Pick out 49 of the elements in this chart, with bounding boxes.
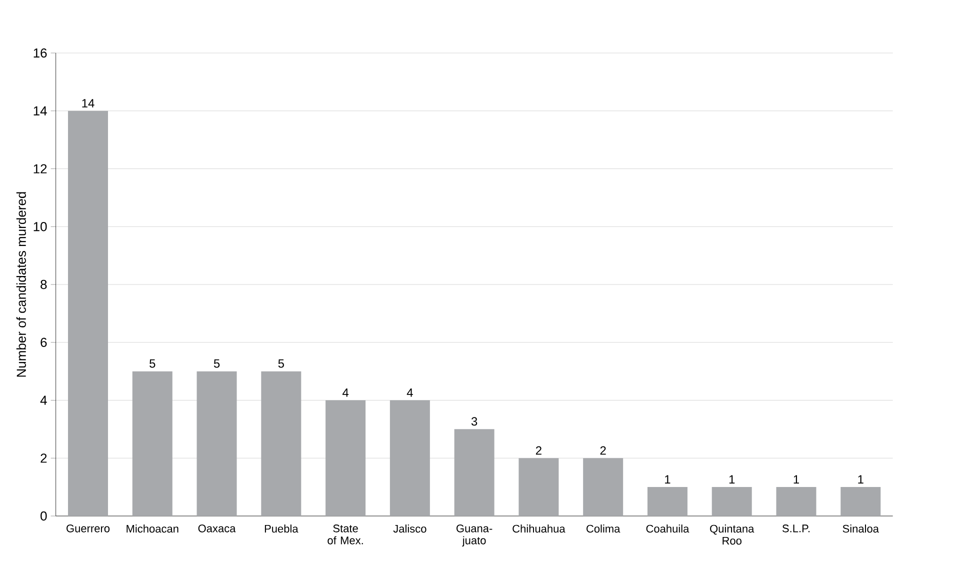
data-label: 14 bbox=[82, 99, 94, 108]
x-tick-label: Oaxaca bbox=[198, 524, 236, 532]
bar bbox=[196, 371, 237, 516]
y-tick-label: 2 bbox=[40, 454, 47, 463]
x-tick-label: Michoacan bbox=[126, 524, 178, 533]
y-tick-label: 10 bbox=[34, 222, 47, 232]
x-tick-label: Quintana Roo bbox=[710, 524, 754, 545]
bar bbox=[712, 487, 752, 516]
data-label: 1 bbox=[794, 475, 799, 484]
data-label: 4 bbox=[406, 388, 413, 397]
x-tick-label: Jalisco bbox=[393, 524, 426, 533]
x-tick-label: Sinaloa bbox=[842, 524, 879, 533]
data-label: 5 bbox=[150, 359, 156, 368]
bar bbox=[68, 110, 108, 516]
x-tick-label: State of Mex. bbox=[328, 524, 363, 544]
x-tick-label: Colima bbox=[586, 524, 620, 533]
data-label: 4 bbox=[342, 388, 349, 397]
y-tick-label: 8 bbox=[40, 280, 47, 290]
bar bbox=[583, 458, 624, 516]
x-tick-label: Guerrero bbox=[66, 524, 110, 532]
y-tick-label: 4 bbox=[40, 396, 47, 405]
data-label: 5 bbox=[278, 359, 284, 368]
y-axis-title: Number of candidates murdered bbox=[16, 192, 26, 377]
x-tick-label: Guana-juato bbox=[456, 524, 492, 546]
x-tick-label: S.L.P. bbox=[782, 524, 810, 532]
bar bbox=[776, 487, 816, 516]
bar bbox=[454, 429, 494, 516]
x-tick-label: Coahuila bbox=[646, 524, 690, 533]
bar bbox=[132, 371, 172, 516]
data-label: 2 bbox=[600, 446, 606, 455]
bar bbox=[840, 487, 881, 516]
y-tick-label: 14 bbox=[34, 106, 47, 116]
y-tick-label: 16 bbox=[34, 48, 47, 58]
bar bbox=[261, 371, 302, 516]
data-label: 1 bbox=[729, 475, 735, 484]
bar bbox=[518, 458, 559, 516]
y-tick-label: 0 bbox=[40, 511, 47, 521]
data-label: 3 bbox=[471, 417, 478, 426]
bar bbox=[390, 400, 430, 516]
y-tick-label: 12 bbox=[34, 164, 47, 174]
data-label: 5 bbox=[214, 359, 220, 368]
x-tick-label: Puebla bbox=[264, 524, 298, 533]
y-tick-label: 6 bbox=[40, 338, 47, 347]
bar bbox=[326, 400, 366, 516]
bar bbox=[647, 487, 688, 516]
data-label: 2 bbox=[536, 446, 542, 455]
data-label: 1 bbox=[858, 475, 864, 484]
x-tick-label: Chihuahua bbox=[512, 524, 566, 533]
data-label: 1 bbox=[665, 475, 670, 484]
